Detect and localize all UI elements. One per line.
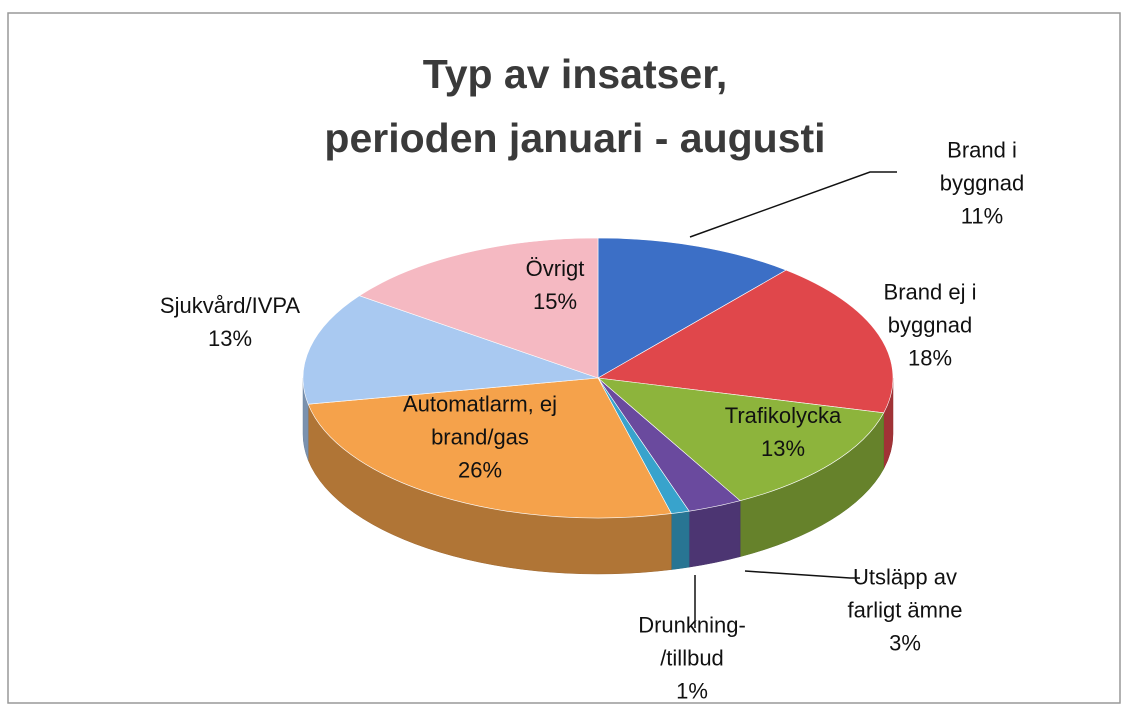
leader-line xyxy=(689,171,897,238)
category-label: Automatlarm, ej brand/gas xyxy=(402,391,558,450)
category-label: Utsläpp av farligt ämne xyxy=(847,564,963,623)
category-label: Brand ej i byggnad xyxy=(883,279,977,338)
slice xyxy=(358,237,599,379)
chart-title: Typ av insatser, perioden januari - augu… xyxy=(324,51,826,161)
slice xyxy=(307,377,672,519)
slice xyxy=(597,237,787,379)
slice-label: Brand ej i byggnad 18% xyxy=(884,276,977,375)
value-label: 13% xyxy=(207,326,253,351)
slice-label: Drunkning- /tillbud 1% xyxy=(638,609,746,708)
category-label: Sjukvård/IVPA xyxy=(159,293,301,318)
slice xyxy=(597,269,894,414)
slice-label: Trafikolycka 13% xyxy=(725,399,842,465)
slice-label: Utsläpp av farligt ämne 3% xyxy=(848,561,963,660)
slice-label: Övrigt 15% xyxy=(526,252,585,318)
value-label: 15% xyxy=(532,289,578,314)
slice-side xyxy=(671,510,690,570)
category-label: Trafikolycka xyxy=(724,403,842,428)
category-label: Drunkning- /tillbud xyxy=(638,612,746,671)
value-label: 18% xyxy=(907,345,953,371)
slice-side xyxy=(688,500,741,568)
slice-label: Sjukvård/IVPA 13% xyxy=(160,289,300,355)
slice xyxy=(597,377,885,502)
value-label: 1% xyxy=(676,678,708,704)
category-label: Brand i byggnad xyxy=(939,137,1025,196)
value-label: 3% xyxy=(889,630,921,656)
value-label: 26% xyxy=(457,457,503,483)
value-label: 11% xyxy=(960,203,1004,229)
category-label: Övrigt xyxy=(525,256,585,281)
leader-line xyxy=(744,570,860,579)
frame xyxy=(7,12,1121,704)
value-label: 13% xyxy=(760,436,806,461)
slice-label: Automatlarm, ej brand/gas 26% xyxy=(403,388,557,487)
slice xyxy=(302,295,599,405)
slice-label: Brand i byggnad 11% xyxy=(911,134,1053,233)
